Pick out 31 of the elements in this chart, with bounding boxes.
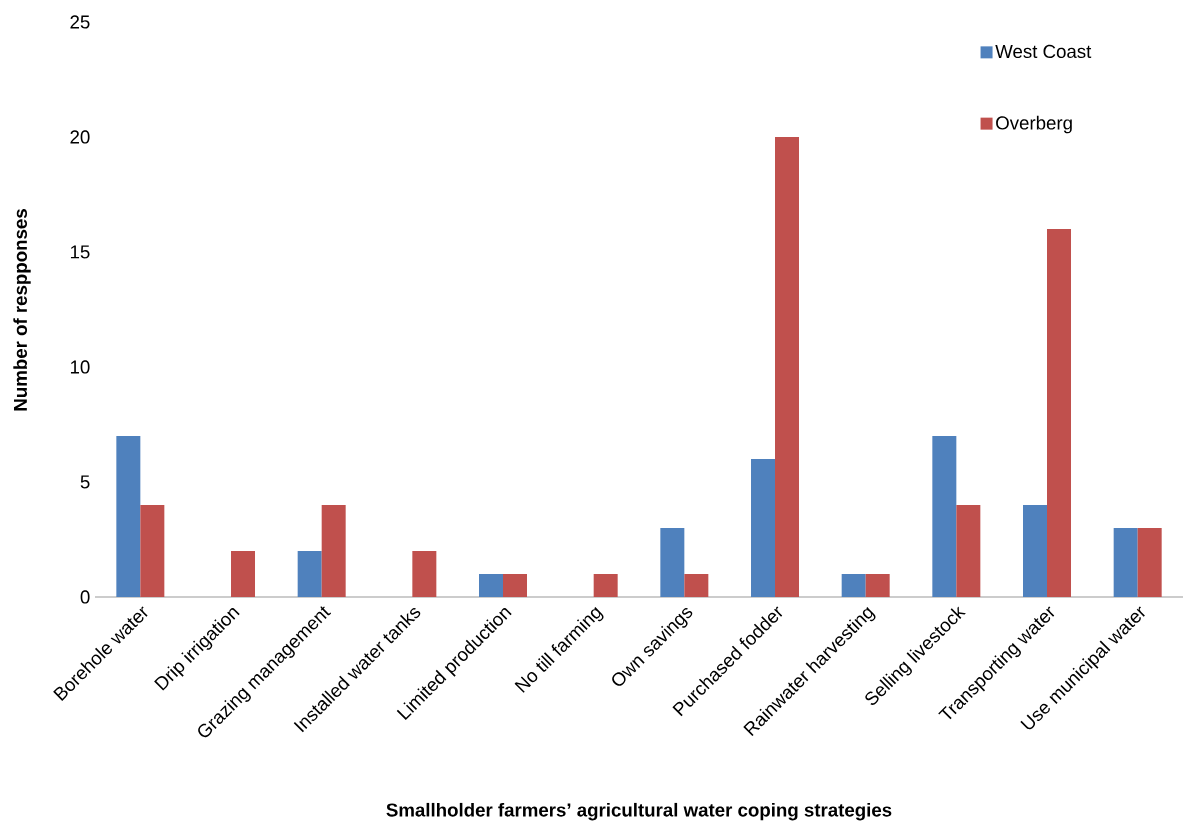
bar xyxy=(231,550,256,597)
bar xyxy=(1113,527,1138,597)
y-axis-title: Number of respponses xyxy=(13,209,31,411)
bar xyxy=(412,550,437,597)
legend-label: West Coast xyxy=(995,44,1092,59)
bar xyxy=(1023,504,1048,597)
y-tick-label: 25 xyxy=(70,15,90,29)
bar xyxy=(865,573,890,597)
bar xyxy=(1047,228,1072,597)
bar xyxy=(479,573,504,597)
bar xyxy=(1137,527,1162,597)
bar xyxy=(593,573,618,597)
y-tick-label: 15 xyxy=(70,245,90,259)
bar xyxy=(841,573,866,597)
y-tick-label: 0 xyxy=(80,590,90,604)
bar xyxy=(503,573,528,597)
bar xyxy=(751,458,776,597)
bar xyxy=(116,435,141,597)
x-axis-title: Smallholder farmers’ agricultural water coping strategies xyxy=(386,802,892,821)
bar xyxy=(140,504,165,597)
bar xyxy=(684,573,709,597)
bar xyxy=(932,435,957,597)
y-tick-label: 5 xyxy=(80,475,90,489)
bar xyxy=(956,504,981,597)
y-tick-label: 20 xyxy=(70,130,90,144)
y-tick-label: 10 xyxy=(70,360,90,374)
bar xyxy=(321,504,346,597)
legend-label: Overberg xyxy=(996,115,1072,134)
bar xyxy=(660,527,685,597)
bar xyxy=(775,136,799,597)
bar xyxy=(297,550,322,597)
